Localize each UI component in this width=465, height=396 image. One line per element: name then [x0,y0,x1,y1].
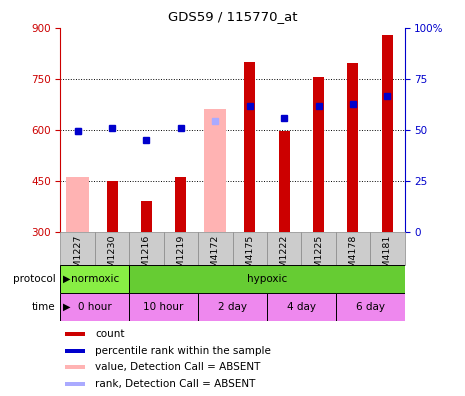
Text: GSM1227: GSM1227 [73,234,82,280]
Bar [60,232,95,265]
Bar [164,232,198,265]
Text: normoxic: normoxic [71,274,119,284]
Text: GSM1225: GSM1225 [314,234,323,280]
Text: 0 hour: 0 hour [78,302,112,312]
Bar [347,63,359,232]
Text: rank, Detection Call = ABSENT: rank, Detection Call = ABSENT [95,379,256,389]
Bar [244,62,255,232]
Bar [175,177,186,232]
Text: GSM4172: GSM4172 [211,234,220,280]
Bar [60,293,129,321]
Text: 6 day: 6 day [356,302,385,312]
Text: percentile rank within the sample: percentile rank within the sample [95,346,271,356]
Bar [336,293,405,321]
Bar [301,232,336,265]
Bar [65,348,85,353]
Text: hypoxic: hypoxic [247,274,287,284]
Bar [370,232,405,265]
Text: protocol: protocol [13,274,56,284]
Bar [60,265,129,293]
Text: GSM4181: GSM4181 [383,234,392,280]
Text: ▶: ▶ [63,274,70,284]
Text: time: time [32,302,56,312]
Text: GSM1222: GSM1222 [279,234,289,280]
Bar [141,201,152,232]
Bar [65,365,85,369]
Text: GSM1230: GSM1230 [107,234,117,280]
Text: value, Detection Call = ABSENT: value, Detection Call = ABSENT [95,362,261,372]
Text: GSM1219: GSM1219 [176,234,186,280]
Bar [106,181,118,232]
Bar [267,232,301,265]
Bar [279,131,290,232]
Bar [313,77,324,232]
Bar [336,232,370,265]
Bar [382,34,393,232]
Bar [66,177,89,232]
Text: GSM4178: GSM4178 [348,234,358,280]
Bar [129,232,164,265]
Text: GDS59 / 115770_at: GDS59 / 115770_at [168,10,297,23]
Bar [65,382,85,386]
Bar [198,232,232,265]
Bar [267,293,336,321]
Text: 4 day: 4 day [287,302,316,312]
Text: count: count [95,329,125,339]
Text: GSM4175: GSM4175 [245,234,254,280]
Bar [65,332,85,336]
Bar [232,232,267,265]
Text: 2 day: 2 day [218,302,247,312]
Bar [204,109,226,232]
Bar [129,293,198,321]
Text: GSM1216: GSM1216 [142,234,151,280]
Bar [198,293,267,321]
Bar [129,265,405,293]
Text: ▶: ▶ [63,302,70,312]
Text: 10 hour: 10 hour [144,302,184,312]
Bar [95,232,129,265]
